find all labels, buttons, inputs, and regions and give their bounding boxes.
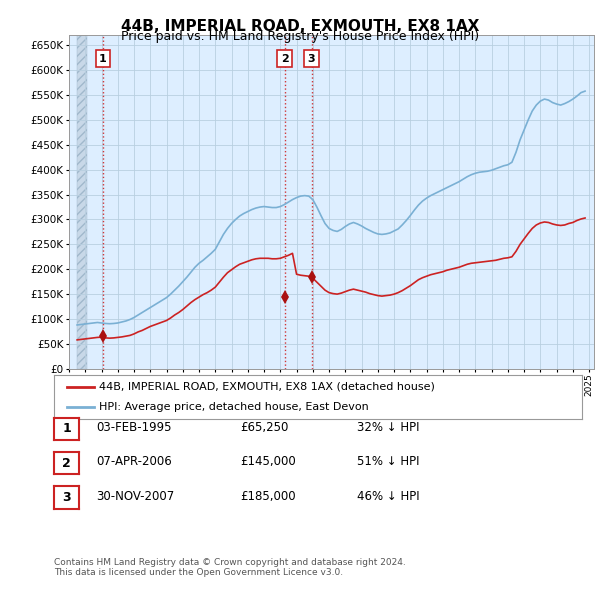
Text: 51% ↓ HPI: 51% ↓ HPI	[357, 455, 419, 468]
Text: 3: 3	[308, 54, 316, 64]
Text: Price paid vs. HM Land Registry's House Price Index (HPI): Price paid vs. HM Land Registry's House …	[121, 30, 479, 43]
Text: £185,000: £185,000	[240, 490, 296, 503]
Text: 1: 1	[99, 54, 107, 64]
Text: 07-APR-2006: 07-APR-2006	[96, 455, 172, 468]
Text: 46% ↓ HPI: 46% ↓ HPI	[357, 490, 419, 503]
Text: 2: 2	[62, 457, 71, 470]
Text: 44B, IMPERIAL ROAD, EXMOUTH, EX8 1AX: 44B, IMPERIAL ROAD, EXMOUTH, EX8 1AX	[121, 19, 479, 34]
Text: HPI: Average price, detached house, East Devon: HPI: Average price, detached house, East…	[99, 402, 368, 412]
Text: 2: 2	[281, 54, 289, 64]
Text: 44B, IMPERIAL ROAD, EXMOUTH, EX8 1AX (detached house): 44B, IMPERIAL ROAD, EXMOUTH, EX8 1AX (de…	[99, 382, 435, 392]
Text: £145,000: £145,000	[240, 455, 296, 468]
Text: 32% ↓ HPI: 32% ↓ HPI	[357, 421, 419, 434]
Text: £65,250: £65,250	[240, 421, 289, 434]
Text: 03-FEB-1995: 03-FEB-1995	[96, 421, 172, 434]
Text: 30-NOV-2007: 30-NOV-2007	[96, 490, 174, 503]
Text: 1: 1	[62, 422, 71, 435]
Text: Contains HM Land Registry data © Crown copyright and database right 2024.
This d: Contains HM Land Registry data © Crown c…	[54, 558, 406, 577]
Text: 3: 3	[62, 491, 71, 504]
